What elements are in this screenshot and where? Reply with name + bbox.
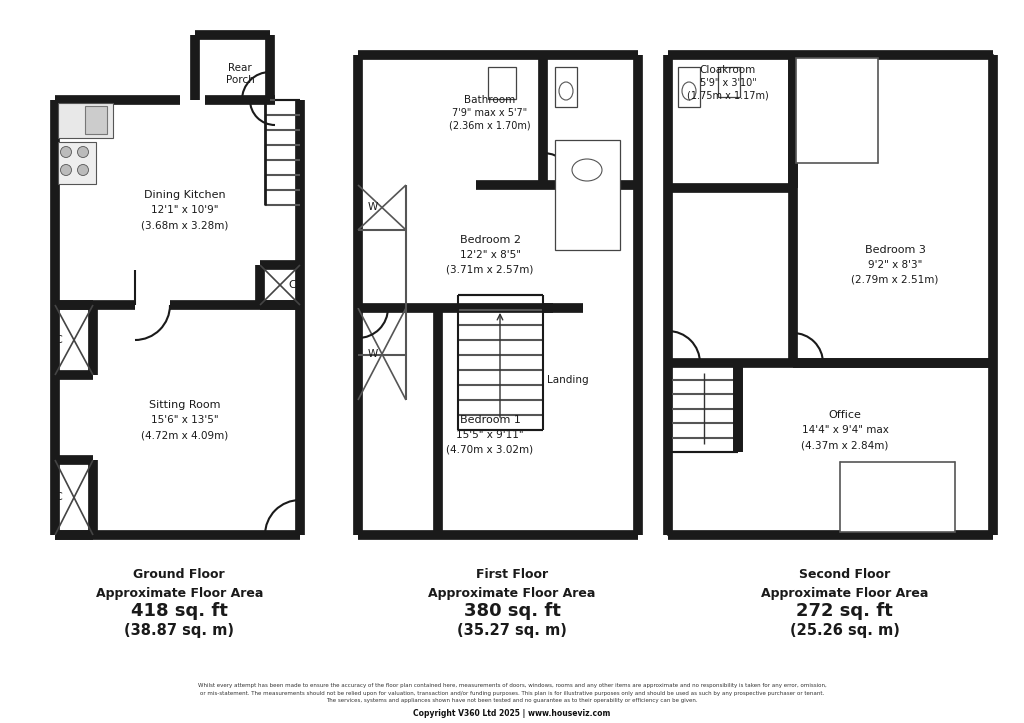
Text: Bedroom 2: Bedroom 2	[460, 235, 520, 245]
Text: 7'9" max x 5'7": 7'9" max x 5'7"	[453, 108, 527, 118]
Text: (4.37m x 2.84m): (4.37m x 2.84m)	[802, 440, 889, 450]
Text: 5'9" x 3'10": 5'9" x 3'10"	[699, 78, 757, 88]
Text: C: C	[288, 280, 296, 290]
Bar	[58, 142, 96, 184]
Text: (3.71m x 2.57m): (3.71m x 2.57m)	[446, 265, 534, 275]
Text: 15'6" x 13'5": 15'6" x 13'5"	[152, 415, 219, 425]
Text: (4.70m x 3.02m): (4.70m x 3.02m)	[446, 445, 534, 455]
Text: Landing: Landing	[547, 375, 589, 385]
Bar	[58, 103, 113, 138]
Text: (4.72m x 4.09m): (4.72m x 4.09m)	[141, 430, 228, 440]
Text: 15'5" x 9'11": 15'5" x 9'11"	[456, 430, 524, 440]
Text: Porch: Porch	[225, 75, 254, 85]
Text: Second Floor: Second Floor	[799, 568, 891, 581]
Text: 272 sq. ft: 272 sq. ft	[797, 602, 893, 620]
Text: 14'4" x 9'4" max: 14'4" x 9'4" max	[802, 425, 889, 435]
Text: Whilst every attempt has been made to ensure the accuracy of the floor plan cont: Whilst every attempt has been made to en…	[198, 683, 826, 703]
Circle shape	[78, 147, 88, 158]
Text: Sitting Room: Sitting Room	[150, 400, 221, 410]
Text: 9'2" x 8'3": 9'2" x 8'3"	[867, 260, 923, 270]
Circle shape	[78, 165, 88, 176]
Bar	[718, 67, 740, 97]
Text: W: W	[368, 349, 378, 359]
Text: (25.26 sq. m): (25.26 sq. m)	[790, 623, 900, 638]
Text: Cloakroom: Cloakroom	[699, 65, 756, 75]
Circle shape	[60, 165, 72, 176]
Bar	[85, 106, 106, 134]
Text: Approximate Floor Area: Approximate Floor Area	[428, 586, 596, 599]
Text: 12'1" x 10'9": 12'1" x 10'9"	[152, 205, 219, 215]
Bar	[488, 67, 516, 99]
Text: 380 sq. ft: 380 sq. ft	[464, 602, 560, 620]
Text: W: W	[368, 202, 378, 212]
Text: C: C	[54, 335, 61, 345]
Text: Approximate Floor Area: Approximate Floor Area	[95, 586, 263, 599]
Bar	[796, 58, 878, 163]
Text: Ground Floor: Ground Floor	[133, 568, 225, 581]
Text: (2.36m x 1.70m): (2.36m x 1.70m)	[450, 121, 530, 131]
Text: 418 sq. ft: 418 sq. ft	[131, 602, 227, 620]
Text: Office: Office	[828, 410, 861, 420]
Bar	[678, 67, 700, 107]
Text: Bathroom: Bathroom	[464, 95, 516, 105]
Bar	[668, 55, 993, 535]
Text: 12'2" x 8'5": 12'2" x 8'5"	[460, 250, 520, 260]
Text: Rear: Rear	[228, 63, 252, 73]
Bar	[840, 462, 955, 532]
Ellipse shape	[572, 159, 602, 181]
Bar	[555, 140, 620, 250]
Text: Dining Kitchen: Dining Kitchen	[144, 190, 226, 200]
Text: (2.79m x 2.51m): (2.79m x 2.51m)	[851, 275, 939, 285]
Text: Bedroom 1: Bedroom 1	[460, 415, 520, 425]
Circle shape	[60, 147, 72, 158]
Text: Approximate Floor Area: Approximate Floor Area	[761, 586, 929, 599]
Text: Bedroom 3: Bedroom 3	[864, 245, 926, 255]
Ellipse shape	[559, 82, 573, 100]
Text: (35.27 sq. m): (35.27 sq. m)	[457, 623, 567, 638]
Text: Copyright V360 Ltd 2025 | www.houseviz.com: Copyright V360 Ltd 2025 | www.houseviz.c…	[414, 709, 610, 719]
Text: (3.68m x 3.28m): (3.68m x 3.28m)	[141, 220, 228, 230]
Bar	[555, 67, 577, 107]
Text: First Floor: First Floor	[476, 568, 548, 581]
Text: (38.87 sq. m): (38.87 sq. m)	[124, 623, 234, 638]
Ellipse shape	[682, 82, 696, 100]
Text: C: C	[54, 492, 61, 502]
Text: (1.75m x 1.17m): (1.75m x 1.17m)	[687, 91, 769, 101]
